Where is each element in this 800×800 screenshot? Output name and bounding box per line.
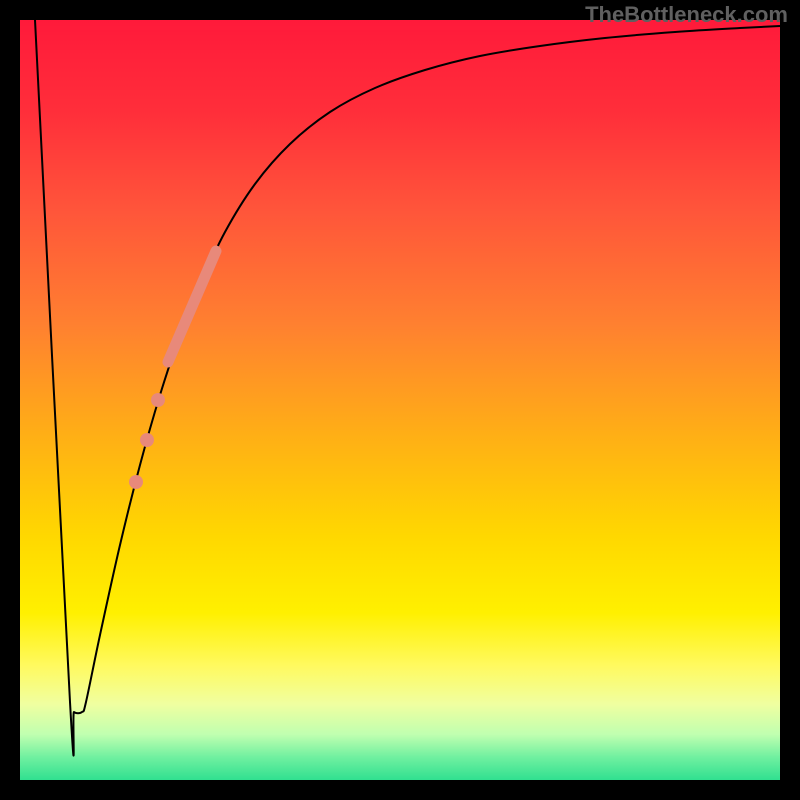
bottleneck-chart (0, 0, 800, 800)
chart-container: TheBottleneck.com (0, 0, 800, 800)
highlight-dot (129, 475, 143, 489)
highlight-dot (151, 393, 165, 407)
watermark-text: TheBottleneck.com (585, 2, 788, 28)
plot-background (20, 20, 780, 780)
highlight-dot (140, 433, 154, 447)
